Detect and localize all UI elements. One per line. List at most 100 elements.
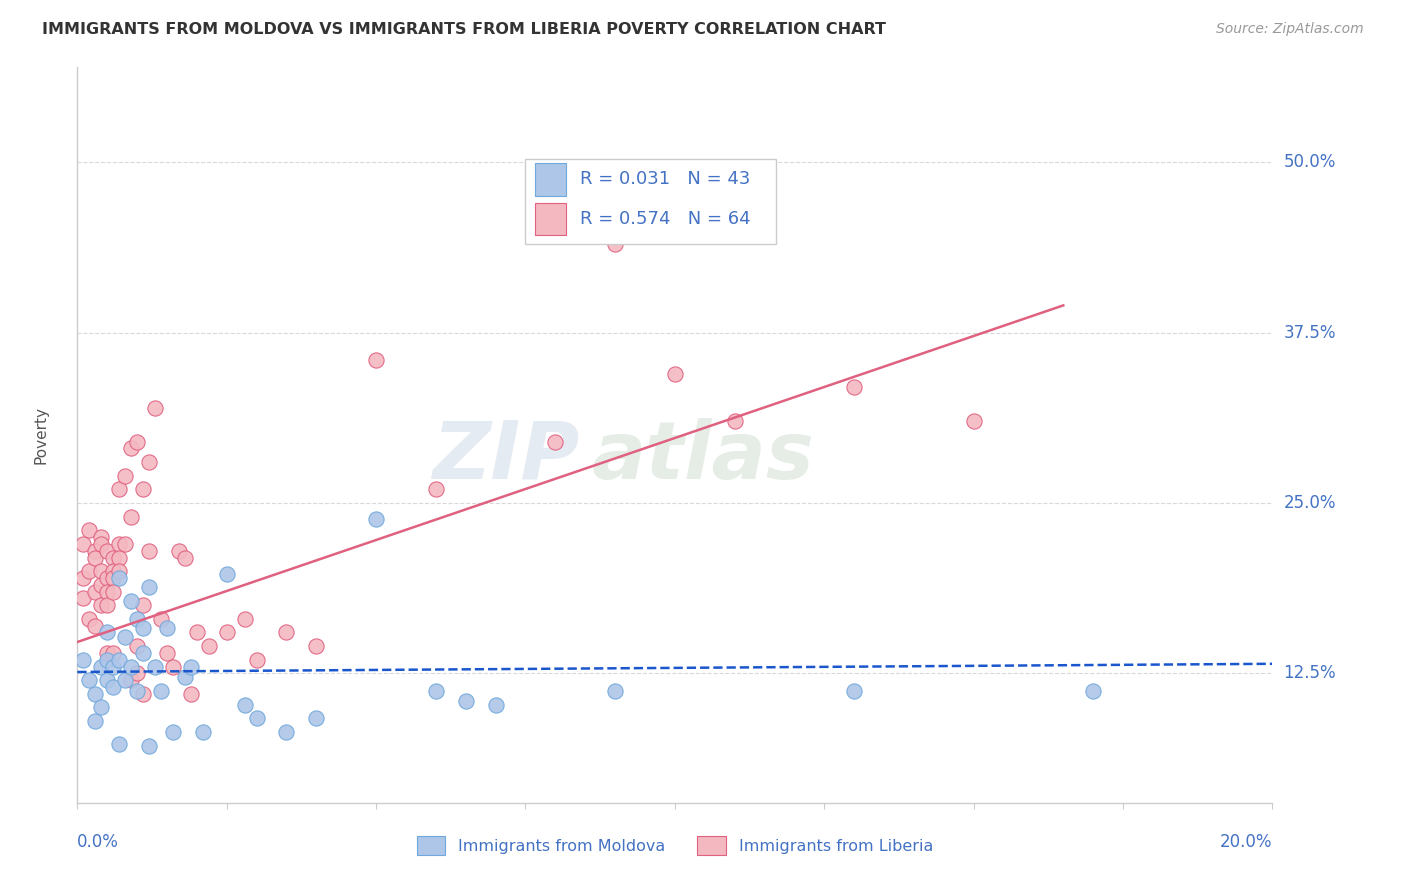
- Point: [425, 684, 447, 698]
- Point: [132, 646, 155, 660]
- Point: [120, 509, 142, 524]
- Point: [114, 630, 136, 644]
- Point: [120, 659, 142, 673]
- Point: [305, 711, 328, 725]
- Text: R = 0.031   N = 43: R = 0.031 N = 43: [581, 170, 751, 188]
- Point: [108, 571, 131, 585]
- Point: [186, 625, 208, 640]
- Point: [150, 684, 173, 698]
- Point: [143, 401, 166, 415]
- Point: [844, 380, 866, 394]
- Text: 37.5%: 37.5%: [1284, 324, 1336, 342]
- Point: [96, 571, 118, 585]
- Point: [72, 537, 94, 551]
- Point: [143, 659, 166, 673]
- Point: [605, 684, 627, 698]
- Point: [132, 483, 155, 497]
- Point: [454, 693, 477, 707]
- Point: [156, 646, 179, 660]
- Point: [84, 584, 107, 599]
- Point: [103, 659, 124, 673]
- Text: Source: ZipAtlas.com: Source: ZipAtlas.com: [1216, 22, 1364, 37]
- Point: [96, 673, 118, 687]
- Point: [72, 653, 94, 667]
- Point: [90, 659, 112, 673]
- Point: [162, 659, 184, 673]
- Point: [127, 434, 149, 449]
- Point: [138, 581, 160, 595]
- Point: [103, 564, 124, 578]
- Point: [276, 625, 298, 640]
- Point: [215, 625, 238, 640]
- FancyBboxPatch shape: [526, 159, 776, 244]
- Point: [1083, 684, 1105, 698]
- FancyBboxPatch shape: [536, 203, 567, 235]
- Point: [132, 687, 155, 701]
- Point: [79, 612, 101, 626]
- Point: [120, 442, 142, 456]
- Text: 25.0%: 25.0%: [1284, 494, 1336, 512]
- Point: [162, 725, 184, 739]
- Text: 20.0%: 20.0%: [1220, 833, 1272, 851]
- Point: [84, 550, 107, 565]
- Point: [96, 598, 118, 612]
- Point: [103, 584, 124, 599]
- Point: [605, 237, 627, 252]
- Point: [108, 737, 131, 751]
- Point: [84, 618, 107, 632]
- Point: [84, 687, 107, 701]
- Point: [72, 591, 94, 606]
- Point: [233, 698, 256, 712]
- Point: [114, 673, 136, 687]
- Point: [963, 414, 986, 428]
- Point: [90, 598, 112, 612]
- Point: [114, 537, 136, 551]
- Point: [544, 434, 567, 449]
- Point: [366, 352, 388, 367]
- Point: [132, 621, 155, 635]
- Text: IMMIGRANTS FROM MOLDOVA VS IMMIGRANTS FROM LIBERIA POVERTY CORRELATION CHART: IMMIGRANTS FROM MOLDOVA VS IMMIGRANTS FR…: [42, 22, 886, 37]
- Point: [79, 673, 101, 687]
- Point: [108, 483, 131, 497]
- Point: [103, 646, 124, 660]
- Point: [246, 711, 269, 725]
- Point: [108, 537, 131, 551]
- Point: [156, 621, 179, 635]
- Point: [120, 673, 142, 687]
- Point: [90, 537, 112, 551]
- Point: [150, 612, 173, 626]
- Point: [96, 653, 118, 667]
- Point: [138, 739, 160, 753]
- Point: [246, 653, 269, 667]
- Text: R = 0.574   N = 64: R = 0.574 N = 64: [581, 211, 751, 228]
- Point: [844, 684, 866, 698]
- Text: 0.0%: 0.0%: [77, 833, 120, 851]
- Point: [90, 564, 112, 578]
- Text: ZIP: ZIP: [432, 418, 579, 496]
- Point: [366, 512, 388, 526]
- Point: [96, 646, 118, 660]
- Point: [114, 468, 136, 483]
- FancyBboxPatch shape: [536, 163, 567, 195]
- Text: atlas: atlas: [592, 418, 814, 496]
- Point: [127, 684, 149, 698]
- Point: [72, 571, 94, 585]
- Point: [174, 550, 197, 565]
- Point: [103, 680, 124, 694]
- Point: [127, 612, 149, 626]
- Point: [425, 483, 447, 497]
- Text: 50.0%: 50.0%: [1284, 153, 1336, 171]
- Point: [132, 598, 155, 612]
- Point: [84, 714, 107, 728]
- Point: [96, 543, 118, 558]
- Point: [138, 455, 160, 469]
- Point: [79, 523, 101, 537]
- Text: 12.5%: 12.5%: [1284, 665, 1336, 682]
- Point: [138, 543, 160, 558]
- Point: [167, 543, 190, 558]
- Point: [108, 653, 131, 667]
- Point: [96, 625, 118, 640]
- Point: [174, 670, 197, 684]
- Text: Poverty: Poverty: [34, 406, 49, 464]
- Point: [120, 594, 142, 608]
